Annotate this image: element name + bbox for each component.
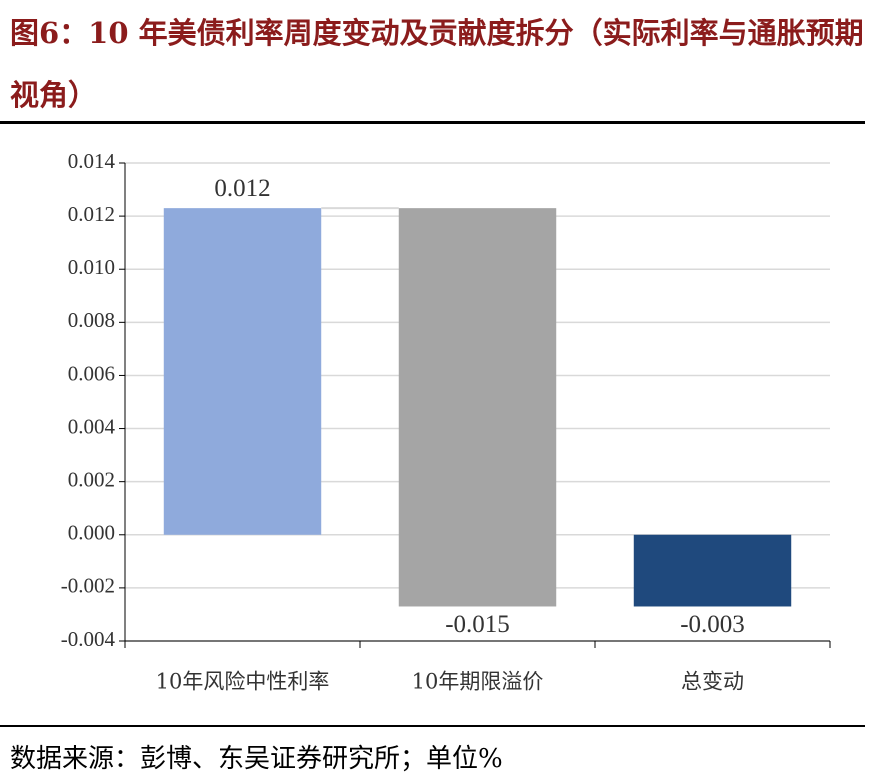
bar bbox=[398, 208, 557, 607]
value-label: -0.003 bbox=[680, 611, 745, 638]
x-tick-label: 10年期限溢价 bbox=[412, 670, 544, 694]
chart-title: 图6：10 年美债利率周度变动及贡献度拆分（实际利率与通胀预期视角） bbox=[10, 16, 864, 112]
x-tick-label: 总变动 bbox=[681, 670, 744, 694]
y-tick-label: 0.000 bbox=[68, 521, 115, 545]
source-note: 数据来源：彭博、东吴证券研究所；单位% bbox=[10, 744, 503, 774]
y-tick-label: -0.004 bbox=[61, 627, 116, 651]
y-tick-label: 0.014 bbox=[68, 149, 116, 173]
y-tick-label: 0.012 bbox=[68, 202, 115, 226]
y-tick-label: 0.010 bbox=[68, 255, 115, 279]
x-tick-label: 10年风险中性利率 bbox=[156, 670, 330, 694]
value-label: 0.012 bbox=[214, 175, 270, 202]
y-tick-label: 0.008 bbox=[68, 308, 115, 332]
bar bbox=[163, 208, 322, 535]
bar bbox=[633, 534, 792, 607]
y-tick-label: 0.002 bbox=[68, 467, 115, 491]
y-tick-label: 0.004 bbox=[68, 414, 116, 438]
divider bbox=[0, 121, 865, 124]
value-label: -0.015 bbox=[445, 611, 510, 638]
divider bbox=[0, 725, 865, 727]
y-tick-label: -0.002 bbox=[61, 574, 115, 598]
y-tick-label: 0.006 bbox=[68, 361, 115, 385]
